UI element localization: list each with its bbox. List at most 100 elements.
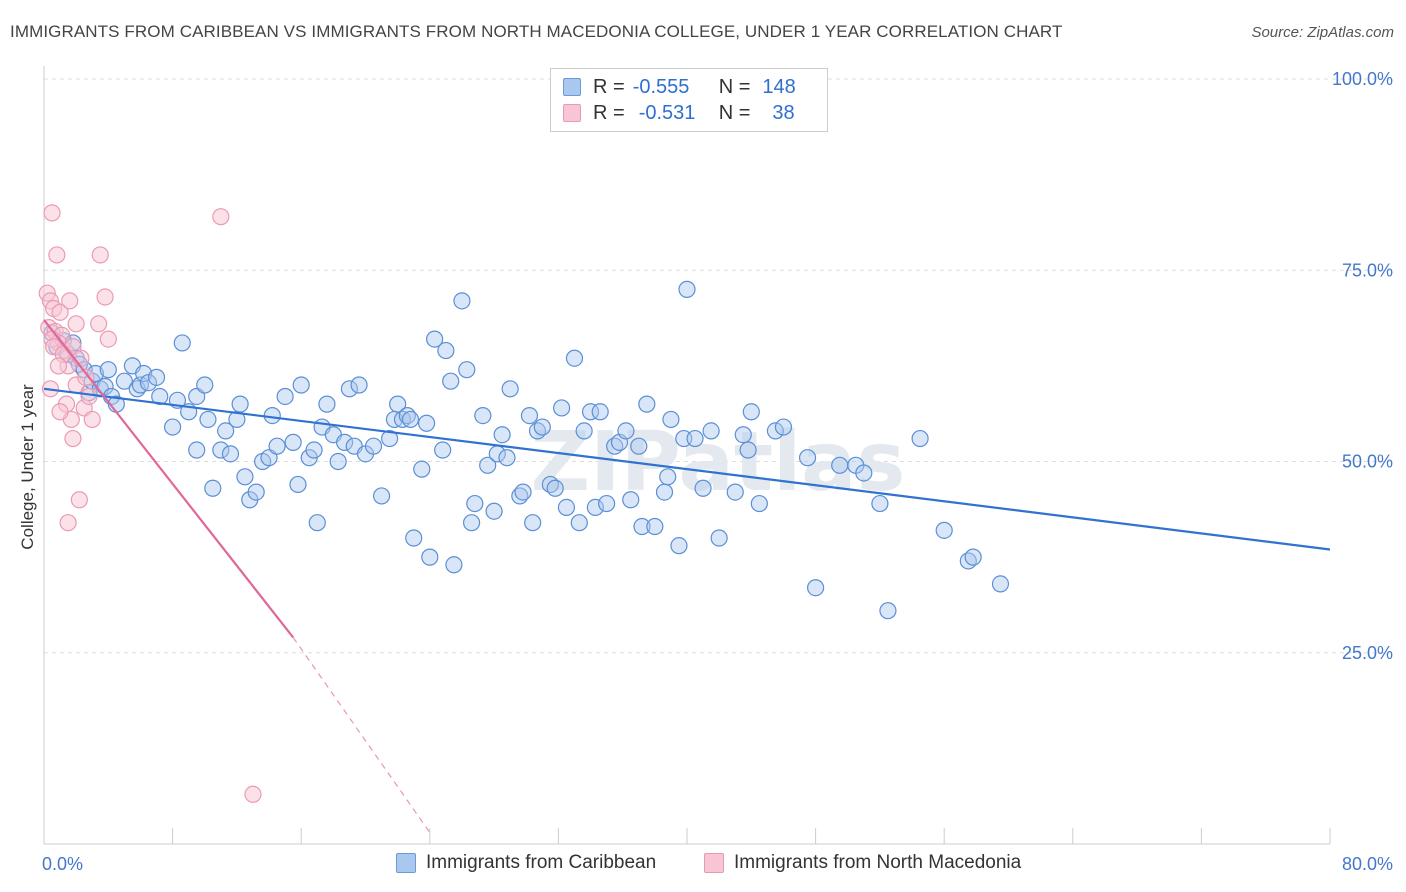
north-macedonia-point [70, 491, 88, 509]
grid-lines [44, 78, 1392, 654]
caribbean-point [421, 548, 439, 566]
y-tick-label: 50.0% [1342, 452, 1393, 472]
caribbean-point [686, 429, 704, 448]
caribbean-point [622, 491, 640, 509]
north-macedonia-point [90, 315, 108, 333]
caribbean-point [462, 514, 481, 532]
caribbean-point [655, 483, 674, 501]
caribbean-point [336, 433, 354, 451]
caribbean-point [646, 517, 664, 536]
north-macedonia-trend-line [43, 319, 295, 639]
caribbean-point [188, 441, 206, 459]
caribbean-point [199, 410, 217, 429]
caribbean-point [514, 483, 532, 501]
caribbean-point [289, 475, 307, 494]
legend-row-north-macedonia: R = -0.531 N = 38 [563, 100, 795, 126]
caribbean-point [372, 487, 391, 505]
caribbean-point [570, 514, 588, 532]
caribbean-point [247, 483, 265, 501]
north-macedonia-point [51, 303, 69, 321]
caribbean-point [381, 429, 399, 448]
caribbean-point [546, 479, 564, 497]
caribbean-point [99, 361, 117, 379]
trend-lines [43, 319, 1331, 833]
caribbean-point [871, 494, 889, 513]
north-macedonia-point [99, 330, 117, 348]
chart-source: Source: ZipAtlas.com [1251, 24, 1394, 41]
caribbean-point [466, 494, 484, 513]
caribbean-point [350, 376, 368, 394]
north-macedonia-point [43, 204, 61, 222]
legend-row-caribbean: R = -0.555 N = 148 [563, 74, 796, 100]
series-north-macedonia [38, 204, 262, 803]
north-macedonia-point [96, 288, 114, 306]
caribbean-point [479, 456, 497, 474]
caribbean-point [318, 395, 336, 413]
caribbean-point [329, 452, 347, 471]
north-macedonia-point [64, 429, 82, 448]
caribbean-point [221, 445, 240, 463]
caribbean-point [630, 437, 648, 455]
caribbean-point [173, 334, 191, 352]
pink-swatch [563, 104, 581, 122]
caribbean-point [115, 372, 133, 390]
caribbean-point [581, 403, 600, 421]
caribbean-point [340, 380, 359, 398]
caribbean-point [633, 517, 651, 536]
caribbean-point [284, 433, 302, 451]
n-label: N = [718, 75, 751, 98]
bottom-legend-caribbean: Immigrants from Caribbean [396, 852, 656, 874]
r-value: -0.555 [632, 75, 690, 98]
caribbean-point [501, 380, 519, 398]
caribbean-point [292, 376, 310, 394]
caribbean-point [413, 460, 431, 478]
caribbean-point [524, 514, 542, 532]
caribbean-point [750, 494, 768, 513]
caribbean-point [485, 502, 503, 520]
caribbean-point [389, 395, 407, 413]
caribbean-point [151, 387, 169, 406]
axes [43, 66, 1331, 845]
y-tick-label: 100.0% [1332, 69, 1393, 89]
caribbean-point [453, 292, 471, 310]
caribbean-point [217, 422, 235, 440]
caribbean-point [557, 498, 576, 516]
caribbean-point [831, 456, 849, 474]
caribbean-point [276, 387, 294, 406]
caribbean-point [135, 364, 153, 383]
legend-label: Immigrants from Caribbean [426, 852, 657, 873]
caribbean-point [474, 407, 492, 425]
caribbean-point [774, 418, 793, 436]
caribbean-point [617, 422, 635, 440]
caribbean-point [879, 602, 897, 620]
r-value: -0.531 [638, 101, 696, 124]
caribbean-point [164, 418, 182, 436]
caribbean-point [670, 537, 688, 555]
caribbean-point [417, 414, 436, 432]
legend-label: Immigrants from North Macedonia [734, 852, 1022, 873]
n-value: 148 [762, 75, 796, 98]
chart-title: IMMIGRANTS FROM CARIBBEAN VS IMMIGRANTS … [10, 22, 1063, 41]
caribbean-trend-line [43, 387, 1331, 551]
north-macedonia-point [48, 246, 66, 264]
caribbean-point [739, 441, 757, 459]
caribbean-point [575, 422, 593, 440]
caribbean-point [935, 521, 953, 539]
caribbean-point [659, 468, 677, 486]
north-macedonia-point [61, 292, 79, 310]
caribbean-point [426, 330, 444, 348]
caribbean-point [598, 494, 616, 513]
caribbean-point [212, 441, 230, 459]
caribbean-point [458, 361, 476, 379]
north-macedonia-point [91, 246, 109, 264]
blue-swatch [396, 853, 416, 873]
north-macedonia-trend-extension [292, 637, 431, 833]
caribbean-point [493, 426, 511, 444]
blue-swatch [563, 78, 581, 96]
north-macedonia-point [83, 410, 101, 429]
caribbean-point [991, 575, 1010, 593]
caribbean-point [231, 395, 249, 413]
caribbean-point [498, 449, 516, 467]
caribbean-point [734, 426, 752, 444]
series-caribbean [43, 280, 1010, 620]
